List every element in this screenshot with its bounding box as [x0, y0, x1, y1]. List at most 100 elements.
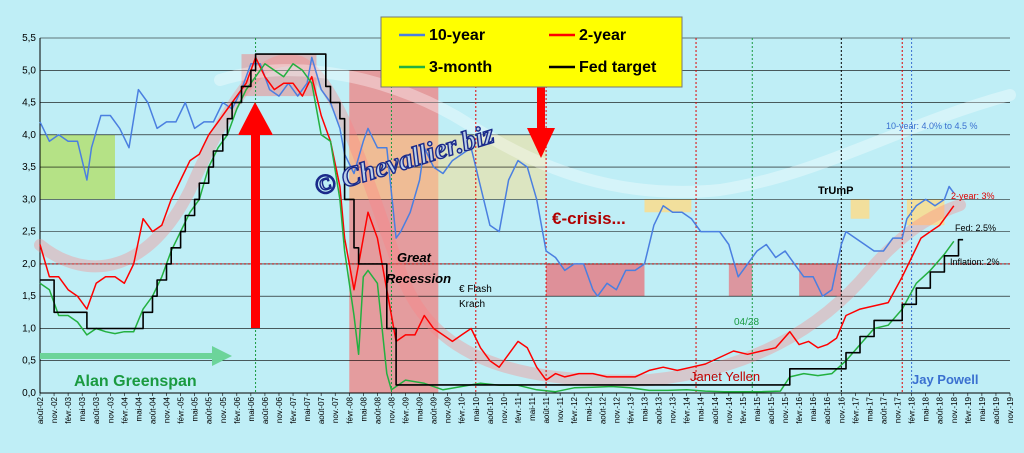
- greenspan-arrow-head: [212, 346, 232, 366]
- y-tick-label: 0,0: [22, 388, 36, 399]
- x-tick-label: févr.-09: [402, 396, 411, 423]
- fed-target-line: [40, 53, 964, 386]
- x-tick-label: nov.-09: [444, 396, 453, 423]
- legend-box: [380, 16, 683, 88]
- x-tick-label: nov.-12: [612, 396, 621, 423]
- fed-level-label: Fed: 2.5%: [955, 223, 996, 233]
- y-tick-label: 4,0: [22, 130, 36, 141]
- x-tick-label: août-18: [936, 396, 945, 424]
- flash-krach-label-1: € Flash: [459, 284, 492, 295]
- x-tick-label: août-17: [879, 396, 888, 424]
- x-tick-label: août-11: [542, 396, 551, 423]
- 2-year-line: [39, 56, 955, 381]
- x-tick-label: févr.-06: [233, 396, 242, 423]
- x-tick-label: nov.-05: [219, 396, 228, 423]
- 10-year-line: [39, 56, 955, 297]
- x-tick-label: nov.-15: [781, 396, 790, 423]
- x-tick-label: nov.-10: [500, 396, 509, 423]
- x-tick-label: mai-12: [584, 396, 593, 421]
- band-2017: [850, 199, 870, 219]
- x-tick-label: nov.-14: [725, 396, 734, 423]
- greenspan-label: Alan Greenspan: [74, 373, 197, 390]
- y-tick-label: 3,0: [22, 194, 36, 205]
- x-tick-label: août-13: [655, 396, 664, 424]
- x-tick-label: mai-09: [416, 396, 425, 421]
- x-tick-label: nov.-11: [556, 396, 565, 422]
- x-tick-label: févr.-10: [458, 396, 467, 423]
- y-tick-label: 1,5: [22, 291, 36, 302]
- y-tick-label: 2,0: [22, 259, 36, 270]
- x-axis: août-02 nov.-02 févr.-03 mai-03 août-03 nov.-…: [36, 392, 1015, 424]
- legend-label-10-year: 10-year: [429, 27, 485, 44]
- powell-label: Jay Powell: [912, 372, 978, 387]
- band-2015: [728, 263, 753, 297]
- x-tick-label: févr.-16: [795, 396, 804, 423]
- down-arrow-shaft: [537, 86, 545, 131]
- x-tick-label: août-03: [92, 396, 101, 424]
- red-trend-arc: [34, 54, 966, 387]
- x-tick-label: août-06: [261, 396, 270, 424]
- x-tick-label: févr.-19: [964, 396, 973, 423]
- x-tick-label: févr.-05: [177, 396, 186, 423]
- x-tick-label: mai-16: [809, 396, 818, 421]
- x-tick-label: févr.-04: [120, 396, 129, 423]
- x-tick-label: août-14: [711, 396, 720, 424]
- x-tick-label: févr.-18: [908, 396, 917, 423]
- y-tick-label: 1,0: [22, 323, 36, 334]
- x-tick-label: mai-07: [303, 396, 312, 421]
- x-tick-label: févr.-15: [739, 396, 748, 423]
- y-tick-label: 5,0: [22, 65, 36, 76]
- x-tick-label: août-19: [992, 396, 1001, 424]
- trump-label: TrUmP: [818, 185, 853, 197]
- y-tick-label: 0,5: [22, 356, 36, 367]
- x-tick-label: août-10: [486, 396, 495, 424]
- x-tick-label: nov.-08: [387, 396, 396, 423]
- x-tick-label: févr.-07: [289, 396, 298, 423]
- date-0428-label: 04/28: [734, 317, 759, 328]
- legend: 10-year 2-year 3-month Fed target: [380, 16, 683, 88]
- arrows: [40, 86, 555, 366]
- great-label: Great: [397, 250, 432, 265]
- legend-label-fed-target: Fed target: [579, 59, 657, 76]
- x-tick-label: nov.-17: [894, 396, 903, 423]
- y-axis: 0,0 0,5 1,0 1,5 2,0 2,5 3,0 3,5 4,0 4,5 5,0 5,5: [22, 33, 41, 399]
- y-tick-label: 4,5: [22, 98, 36, 109]
- x-tick-label: févr.-03: [64, 396, 73, 423]
- x-tick-label: févr.-17: [851, 396, 860, 423]
- x-tick-label: févr.-11: [514, 396, 523, 423]
- big-up-arrow-shaft: [251, 130, 260, 328]
- x-tick-label: nov.-04: [163, 396, 172, 423]
- x-tick-label: mai-11: [528, 396, 537, 420]
- x-tick-label: août-02: [36, 396, 45, 424]
- x-tick-label: nov.-18: [950, 396, 959, 423]
- legend-label-2-year: 2-year: [579, 27, 626, 44]
- x-tick-label: févr.-12: [570, 396, 579, 423]
- x-tick-label: mai-06: [247, 396, 256, 421]
- white-trend-arc: [214, 64, 1016, 198]
- x-tick-label: nov.-13: [669, 396, 678, 423]
- x-tick-label: août-05: [205, 396, 214, 424]
- trend-arcs: [34, 54, 1016, 387]
- x-tick-label: févr.-13: [626, 396, 635, 423]
- x-tick-label: nov.-16: [837, 396, 846, 423]
- legend-label-3-month: 3-month: [429, 59, 492, 76]
- x-tick-label: mai-14: [697, 396, 706, 421]
- x-tick-label: mai-15: [753, 396, 762, 421]
- y-tick-label: 2,5: [22, 227, 36, 238]
- x-tick-label: nov.-07: [331, 396, 340, 423]
- x-tick-label: mai-05: [191, 396, 200, 421]
- inflation-label: Inflation: 2%: [950, 257, 1000, 267]
- two-year-level-label: 2-year: 3%: [951, 191, 995, 201]
- euro-crisis-band: [546, 263, 645, 297]
- x-tick-label: mai-08: [359, 396, 368, 421]
- x-tick-label: août-07: [317, 396, 326, 424]
- x-tick-label: mai-03: [78, 396, 87, 421]
- recession-label: Recession: [386, 271, 451, 286]
- down-arrow-head: [527, 128, 555, 158]
- x-tick-label: mai-17: [865, 396, 874, 421]
- yellen-label: Janet Yellen: [690, 369, 760, 384]
- big-up-arrow-head: [238, 102, 273, 135]
- x-tick-label: août-08: [373, 396, 382, 424]
